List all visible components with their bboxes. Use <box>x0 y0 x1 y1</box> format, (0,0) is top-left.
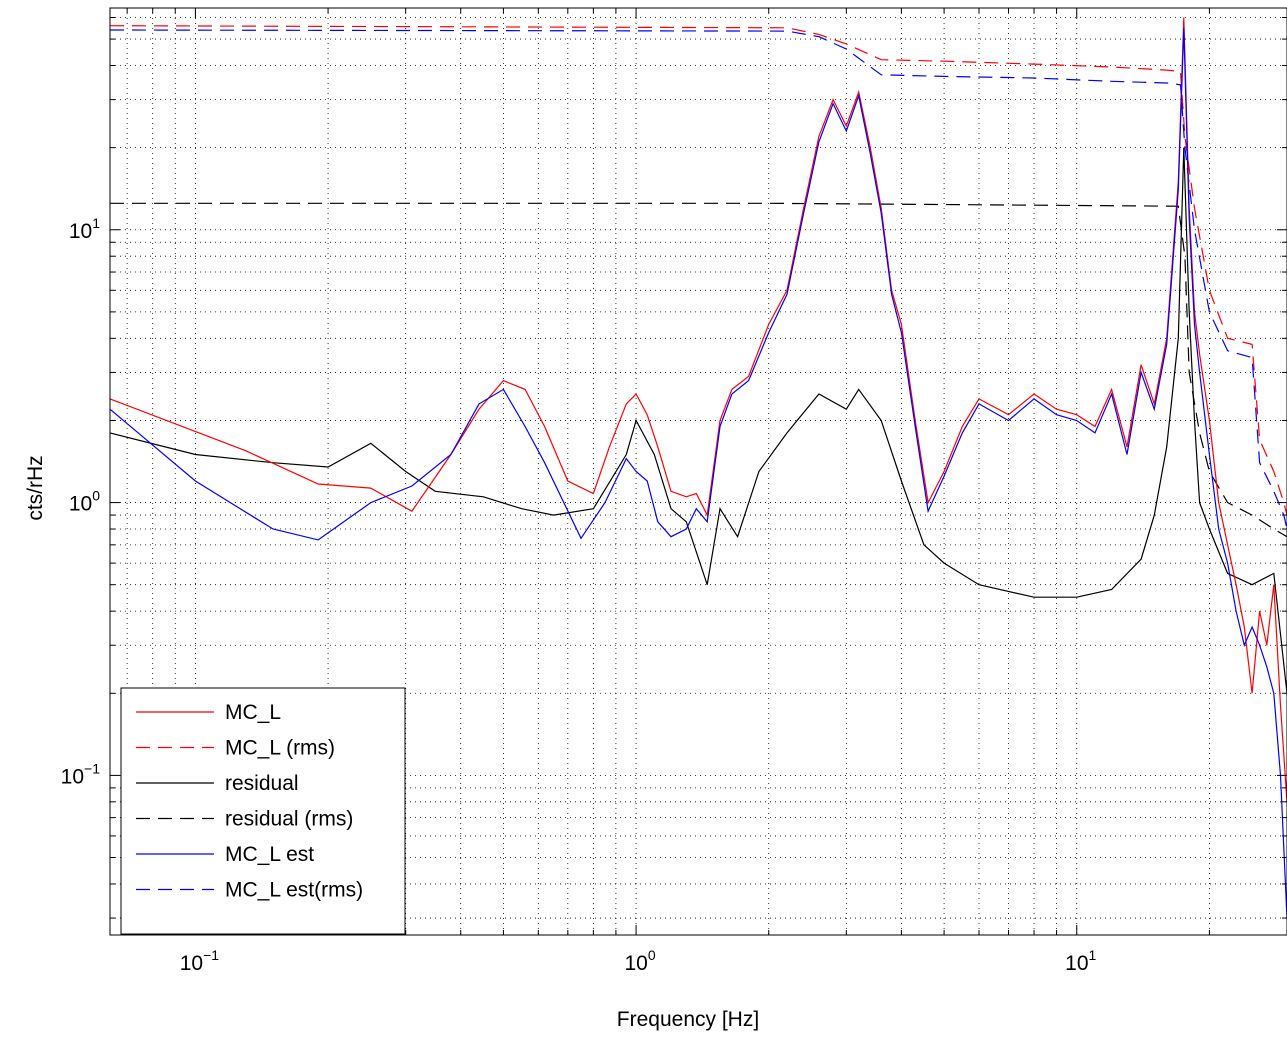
y-tick-label-exponent: −1 <box>84 760 100 776</box>
x-axis-label: Frequency [Hz] <box>617 1008 759 1031</box>
y-tick-label-base: 10 <box>69 220 92 243</box>
plot-frame <box>109 7 1287 936</box>
legend-label: residual (rms) <box>225 808 353 831</box>
series-line-residual-rms <box>110 202 1287 538</box>
y-tick-label-exponent: 0 <box>92 488 100 504</box>
x-tick-label-exponent: −1 <box>203 947 219 963</box>
y-tick-label: 101 <box>69 215 100 243</box>
x-tick-label-base: 10 <box>625 952 648 975</box>
y-tick-label-exponent: 1 <box>92 215 100 231</box>
y-axis-label: cts/rHz <box>24 455 47 520</box>
y-tick-label-base: 10 <box>61 765 84 788</box>
x-tick-label: 100 <box>625 947 656 975</box>
legend-label: MC_L est <box>225 843 314 866</box>
series-line-mc-l-est <box>109 27 1287 919</box>
legend-label: MC_L (rms) <box>225 737 335 760</box>
series-line-mc-l-rms <box>109 25 1287 516</box>
x-tick-label: 10−1 <box>180 947 220 975</box>
y-tick-label: 100 <box>69 488 100 516</box>
series-line-residual <box>109 147 1287 694</box>
x-tick-label-base: 10 <box>1065 952 1088 975</box>
x-tick-label-base: 10 <box>180 952 203 975</box>
legend-label: residual <box>225 772 299 795</box>
y-tick-label: 10−1 <box>61 760 101 788</box>
series-group <box>109 17 1287 919</box>
x-tick-label-exponent: 1 <box>1089 947 1097 963</box>
legend-label: MC_L <box>225 701 281 724</box>
grid <box>110 8 1287 935</box>
x-tick-label-exponent: 0 <box>648 947 656 963</box>
y-tick-label-base: 10 <box>69 493 92 516</box>
series-line-mc-l-est-rms <box>109 29 1287 530</box>
legend-box <box>120 687 406 935</box>
legend: MC_L MC_L (rms) residual residual (rms) MC_L… <box>120 687 406 935</box>
x-tick-label: 101 <box>1065 947 1096 975</box>
axis-ticks <box>110 8 1287 935</box>
legend-label: MC_L est(rms) <box>225 879 363 902</box>
